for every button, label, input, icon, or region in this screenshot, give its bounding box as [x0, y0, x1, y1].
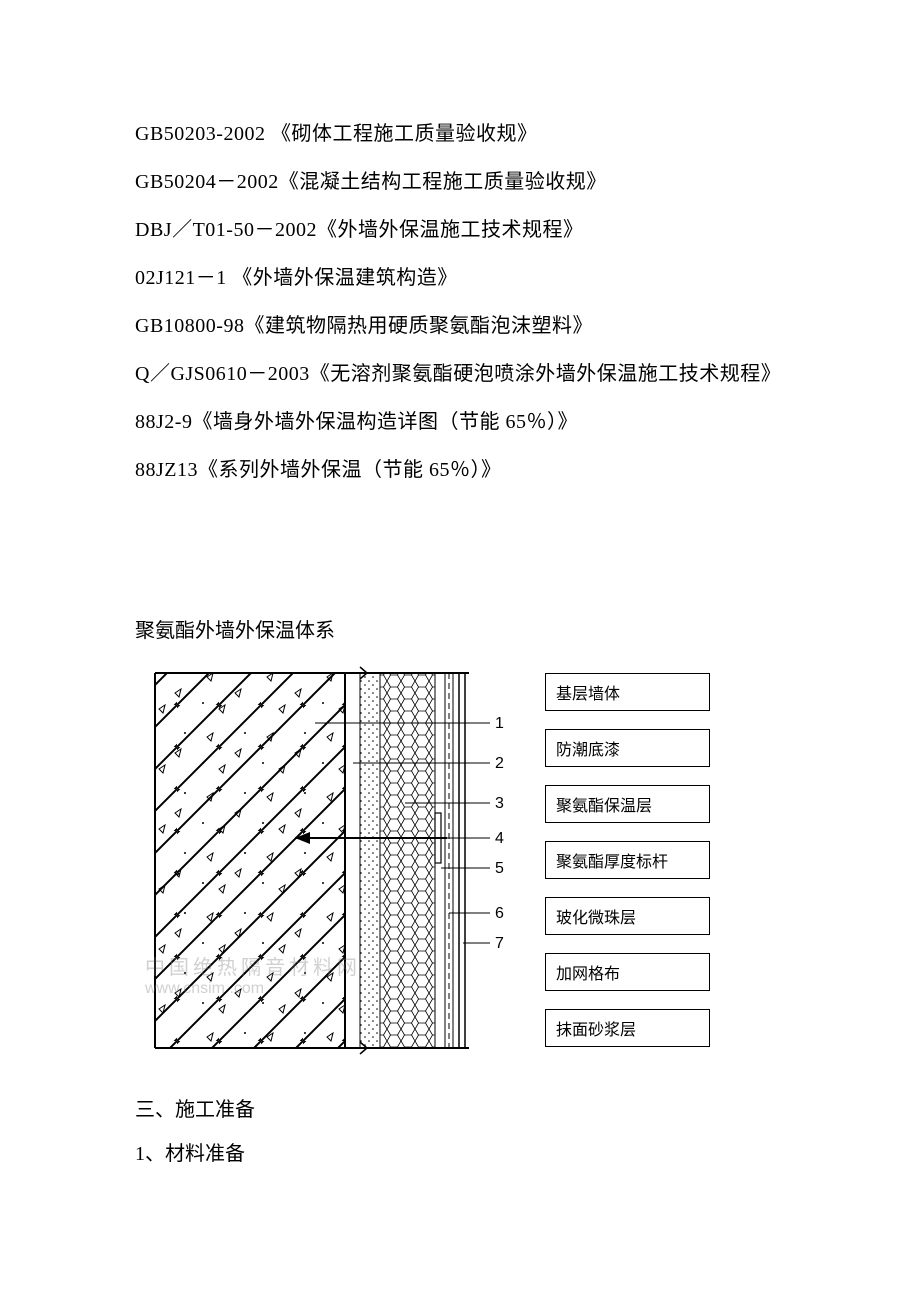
legend-item: 抹面砂浆层 — [545, 1009, 710, 1047]
legend-column: 基层墙体 防潮底漆 聚氨酯保温层 聚氨酯厚度标杆 玻化微珠层 加网格布 抹面砂浆… — [545, 663, 710, 1047]
pointer-num: 4 — [495, 830, 504, 847]
legend-item: 防潮底漆 — [545, 729, 710, 767]
section-heading: 三、施工准备 — [135, 1088, 860, 1132]
standards-list: GB50203-2002 《砌体工程施工质量验收规》 GB50204－2002《… — [135, 110, 860, 494]
pointer-num: 6 — [495, 905, 504, 922]
section-item: 1、材料准备 — [135, 1132, 860, 1176]
standard-line: GB50203-2002 《砌体工程施工质量验收规》 — [135, 110, 860, 158]
pointer-num: 2 — [495, 755, 504, 772]
pointer-num: 1 — [495, 715, 504, 732]
pointer-num: 3 — [495, 795, 504, 812]
standard-line: Q／GJS0610－2003《无溶剂聚氨酯硬泡喷涂外墙外保温施工技术规程》 — [135, 350, 860, 398]
legend-item: 聚氨酯厚度标杆 — [545, 841, 710, 879]
system-title: 聚氨酯外墙外保温体系 — [135, 614, 860, 643]
wall-section-diagram: 1 2 3 4 5 6 7 中国绝热隔音材料网 www.cnsim .com 基… — [135, 663, 860, 1058]
legend-item: 玻化微珠层 — [545, 897, 710, 935]
wall-section-svg: 1 2 3 4 5 6 7 — [135, 663, 515, 1058]
standard-line: DBJ／T01-50－2002《外墙外保温施工技术规程》 — [135, 206, 860, 254]
pointer-num: 5 — [495, 860, 504, 877]
diagram-svg-container: 1 2 3 4 5 6 7 中国绝热隔音材料网 www.cnsim .com — [135, 663, 515, 1058]
pointer-num: 7 — [495, 935, 504, 952]
standard-line: 02J121－1 《外墙外保温建筑构造》 — [135, 254, 860, 302]
legend-item: 加网格布 — [545, 953, 710, 991]
standard-line: GB50204－2002《混凝土结构工程施工质量验收规》 — [135, 158, 860, 206]
standard-line: GB10800-98《建筑物隔热用硬质聚氨酯泡沫塑料》 — [135, 302, 860, 350]
legend-item: 基层墙体 — [545, 673, 710, 711]
legend-item: 聚氨酯保温层 — [545, 785, 710, 823]
standard-line: 88J2-9《墙身外墙外保温构造详图（节能 65％）》 — [135, 398, 860, 446]
standard-line: 88JZ13《系列外墙外保温（节能 65％）》 — [135, 446, 860, 494]
